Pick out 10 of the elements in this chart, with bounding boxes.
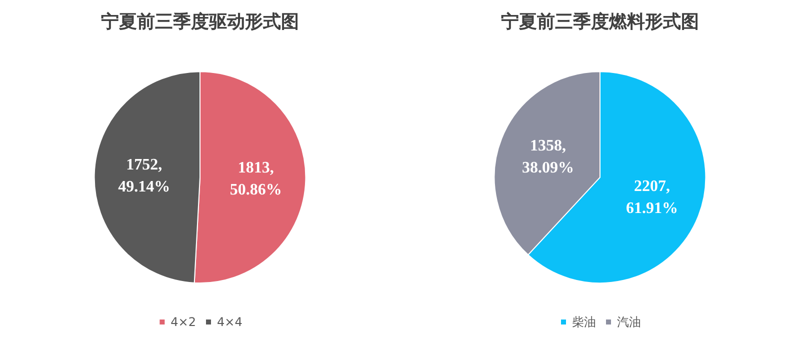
data-label: 1813, 50.86% — [230, 159, 282, 198]
legend-label: 汽油 — [617, 315, 641, 329]
chart-title: 宁夏前三季度驱动形式图 — [101, 12, 299, 32]
data-label: 1358, 38.09% — [522, 137, 574, 176]
data-label: 1752, 49.14% — [118, 156, 170, 196]
data-label: 2207, 61.91% — [626, 178, 678, 218]
legend-label: 柴油 — [572, 315, 596, 329]
chart-title: 宁夏前三季度燃料形式图 — [501, 12, 699, 32]
legend-label: 4×2 — [170, 315, 196, 329]
legend-label: 4×4 — [217, 315, 242, 329]
